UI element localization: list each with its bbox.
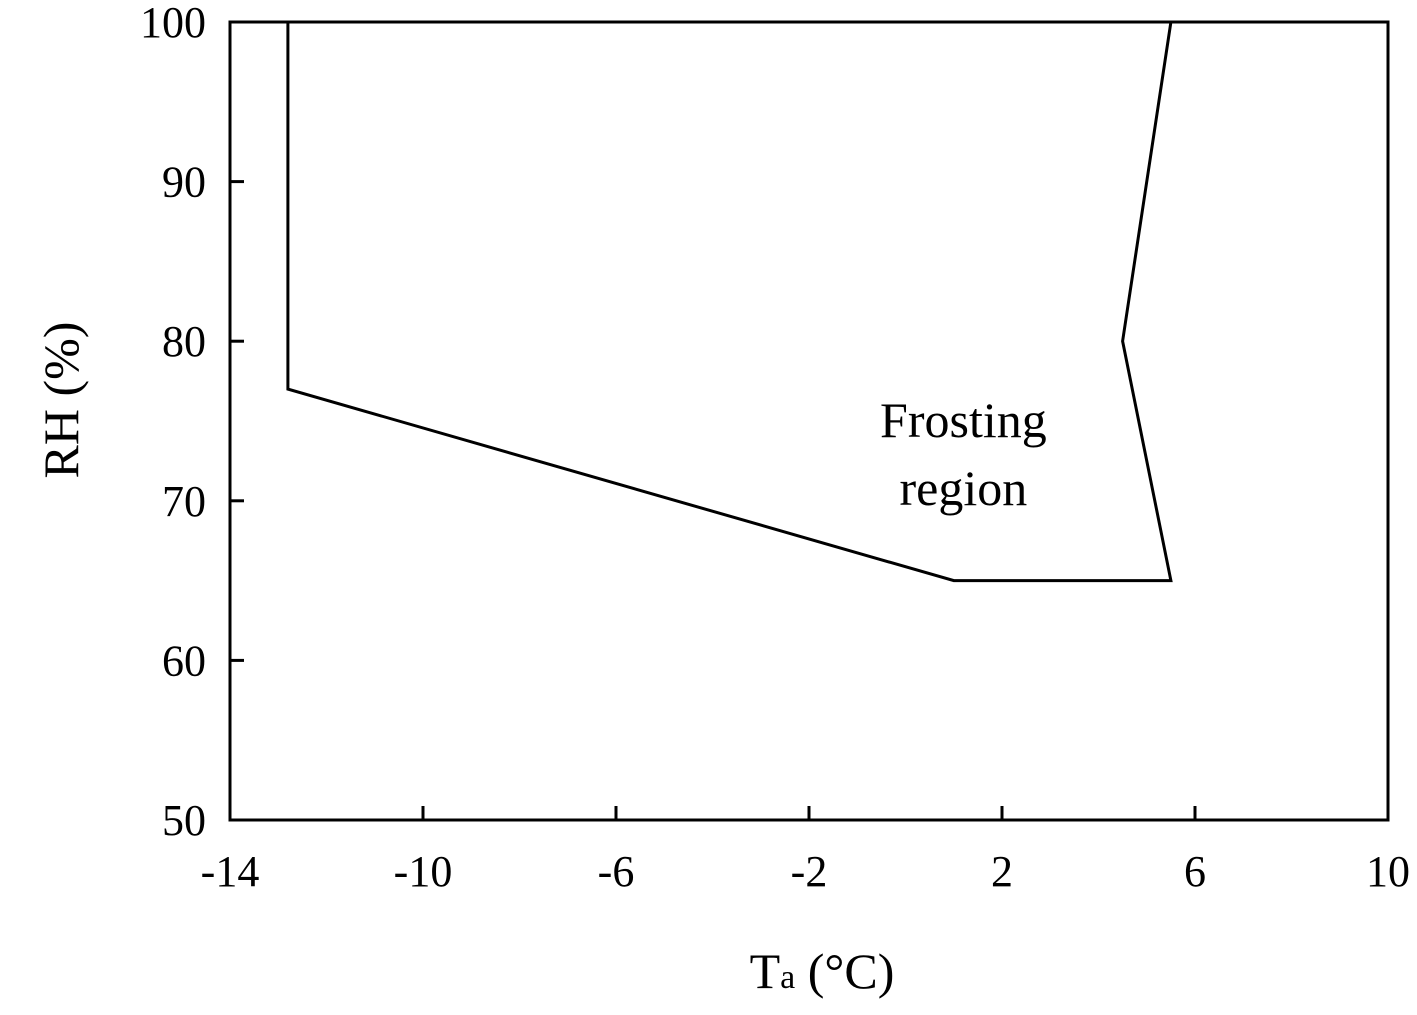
x-axis-ticks: -14 -10 -6 -2 2 6 10	[201, 806, 1410, 896]
y-tick-label: 60	[162, 636, 206, 685]
x-tick-label: -2	[791, 847, 828, 896]
y-tick-label: 100	[140, 0, 206, 47]
x-axis-label: Ta (°C)	[750, 943, 895, 999]
y-tick-label: 90	[162, 158, 206, 207]
frosting-boundary-line	[286, 21, 1173, 583]
x-tick-label: 6	[1184, 847, 1206, 896]
series-layer	[286, 21, 1173, 583]
x-tick-label: 10	[1366, 847, 1410, 896]
region-annotation-line-1: Frosting	[880, 392, 1047, 448]
x-tick-label: 2	[991, 847, 1013, 896]
x-tick-label: -6	[598, 847, 635, 896]
y-tick-label: 50	[162, 796, 206, 845]
x-tick-label: -10	[394, 847, 453, 896]
y-axis-label: RH (%)	[33, 322, 89, 479]
x-axis-label-subscript: a	[780, 959, 795, 996]
x-tick-label: -14	[201, 847, 260, 896]
y-tick-label: 70	[162, 477, 206, 526]
x-axis-label-unit: (°C)	[795, 943, 894, 999]
y-tick-label: 80	[162, 317, 206, 366]
y-axis-ticks: 50 60 70 80 90 100	[140, 0, 244, 845]
x-axis-label-main: T	[750, 943, 781, 999]
region-annotation-line-2: region	[900, 460, 1028, 516]
